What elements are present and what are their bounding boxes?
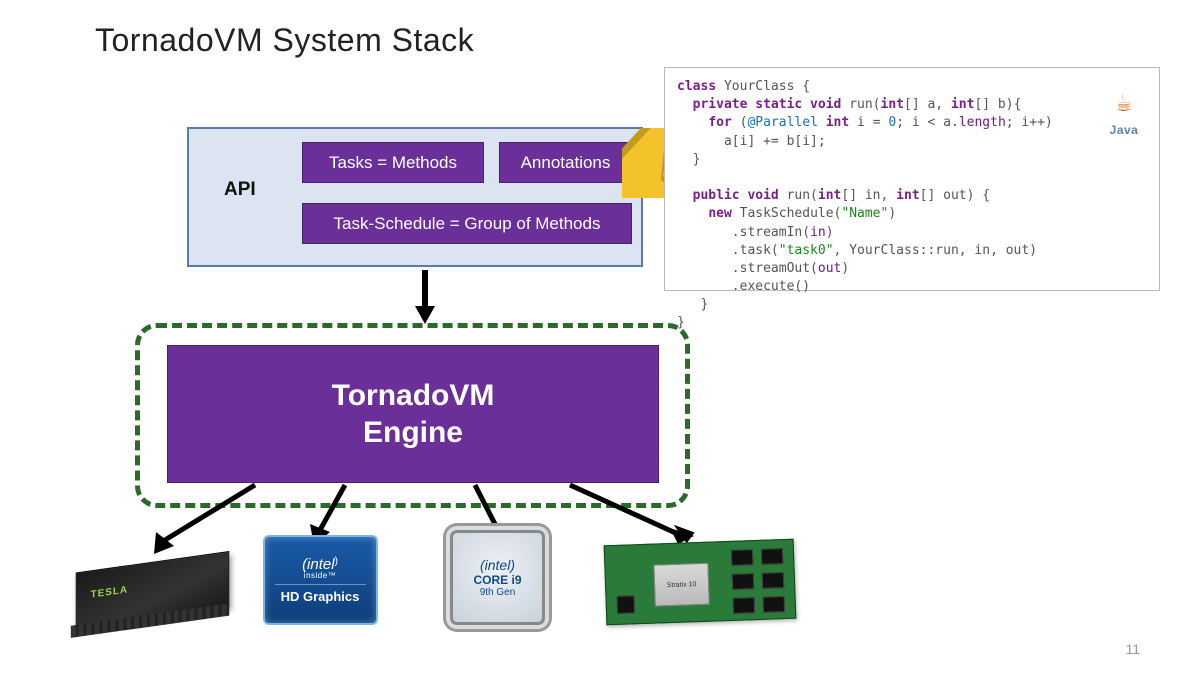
page-number: 11 <box>1125 641 1140 657</box>
page-title: TornadoVM System Stack <box>95 22 474 59</box>
engine-to-gpu-arrow <box>140 480 260 560</box>
cpu-brand: (intel) <box>453 557 542 573</box>
hardware-cpu: (intel) CORE i9 9th Gen <box>440 527 555 627</box>
api-container: API Tasks = Methods Annotations Task-Sch… <box>187 127 643 267</box>
cpu-gen: 9th Gen <box>453 587 542 598</box>
stratix-fpga-icon: Stratix 10 <box>604 539 797 626</box>
code-listing: class YourClass { private static void ru… <box>677 78 1147 333</box>
intel-core-i9-icon: (intel) CORE i9 9th Gen <box>450 530 545 625</box>
java-logo-icon: ☕ Java <box>1099 86 1149 141</box>
intel-hdg-label: HD Graphics <box>265 589 376 604</box>
code-panel: ☕ Java class YourClass { private static … <box>664 67 1160 291</box>
api-to-engine-arrow <box>410 268 440 326</box>
engine-box: TornadoVM Engine <box>167 345 659 483</box>
tesla-gpu-icon <box>76 551 229 628</box>
hardware-gpu <box>70 552 235 627</box>
cpu-core: CORE i9 <box>453 573 542 587</box>
annotations-box: Annotations <box>499 142 632 183</box>
intel-inside: inside™ <box>265 571 376 580</box>
hardware-fpga: Stratix 10 <box>600 537 800 627</box>
java-logo-text: Java <box>1110 122 1139 139</box>
intel-hd-graphics-icon: (intel inside™ HD Graphics <box>263 535 378 625</box>
api-label: API <box>224 179 256 201</box>
fpga-die-label: Stratix 10 <box>653 563 709 607</box>
engine-label: TornadoVM Engine <box>332 377 495 452</box>
hardware-hd-graphics: (intel inside™ HD Graphics <box>255 532 385 627</box>
task-schedule-box: Task-Schedule = Group of Methods <box>302 203 632 244</box>
tasks-box: Tasks = Methods <box>302 142 484 183</box>
